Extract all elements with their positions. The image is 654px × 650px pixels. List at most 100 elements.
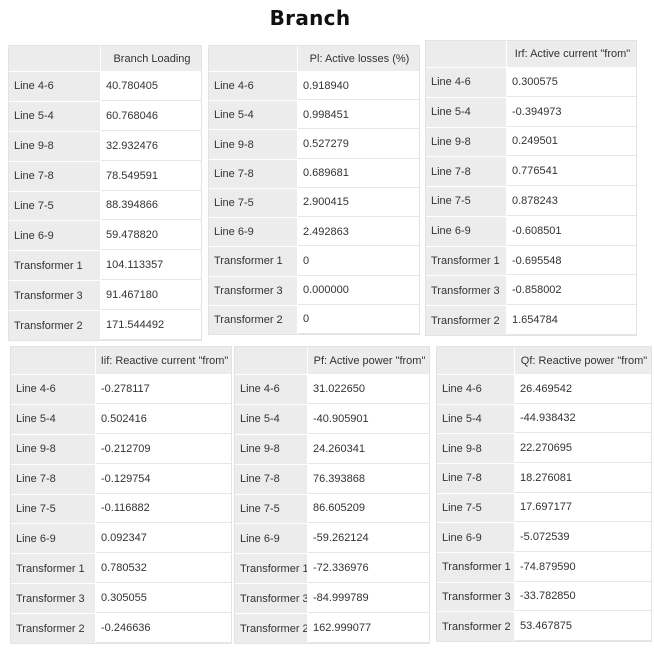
table-cell[interactable]: -74.879590 (515, 552, 651, 582)
table-cell[interactable]: -33.782850 (515, 582, 651, 612)
row-label: Line 4-6 (426, 68, 506, 97)
table-cell[interactable]: 0.776541 (507, 157, 636, 187)
row-label: Transformer 3 (437, 582, 514, 612)
row-label: Line 5-4 (437, 404, 514, 434)
table-cell[interactable]: -5.072539 (515, 523, 651, 552)
table-cell[interactable]: 171.544492 (101, 311, 201, 340)
table-cell[interactable]: 40.780405 (101, 72, 201, 101)
row-label: Line 7-5 (437, 493, 514, 523)
table-cell[interactable]: -72.336976 (308, 554, 429, 584)
table-cell[interactable]: 53.467875 (515, 612, 651, 641)
row-label: Line 9-8 (11, 434, 95, 464)
table-cell[interactable]: 0.780532 (96, 554, 231, 584)
row-label: Transformer 1 (9, 251, 100, 281)
row-label: Line 5-4 (9, 101, 100, 131)
table-cell[interactable]: 78.549591 (101, 161, 201, 191)
table-cell[interactable]: -84.999789 (308, 584, 429, 614)
row-label: Transformer 2 (11, 614, 95, 643)
table-cell[interactable]: 0.689681 (298, 159, 419, 188)
table-cell[interactable]: -40.905901 (308, 404, 429, 434)
row-label: Transformer 2 (426, 306, 506, 335)
row-label: Transformer 2 (235, 614, 307, 643)
table-cell[interactable]: -59.262124 (308, 524, 429, 554)
row-label: Transformer 1 (209, 247, 297, 276)
header-corner (11, 347, 95, 374)
table-cell[interactable]: 32.932476 (101, 131, 201, 161)
table-cell[interactable]: 0 (298, 305, 419, 334)
table-cell[interactable]: 0.878243 (507, 187, 636, 216)
row-label: Transformer 1 (426, 246, 506, 276)
row-label: Line 7-8 (437, 463, 514, 493)
row-label: Transformer 1 (11, 554, 95, 584)
table-reactive-power-from: Qf: Reactive power "from" Line 4-6 26.46… (436, 346, 652, 642)
row-label: Line 7-8 (235, 464, 307, 494)
row-label: Line 7-8 (426, 157, 506, 187)
row-label: Line 6-9 (209, 218, 297, 247)
table-cell[interactable]: 88.394866 (101, 191, 201, 221)
row-label: Line 6-9 (437, 523, 514, 552)
column-header[interactable]: Iif: Reactive current "from" (96, 347, 231, 374)
table-cell[interactable]: 2.492863 (298, 218, 419, 247)
table-cell[interactable]: 59.478820 (101, 221, 201, 251)
table-cell[interactable]: 22.270695 (515, 434, 651, 463)
table-cell[interactable]: 0 (298, 247, 419, 276)
table-cell[interactable]: 2.900415 (298, 188, 419, 218)
table-cell[interactable]: -0.858002 (507, 276, 636, 306)
column-header[interactable]: Irf: Active current "from" (507, 41, 636, 67)
table-cell[interactable]: -0.212709 (96, 434, 231, 464)
row-label: Line 4-6 (9, 72, 100, 101)
header-corner (426, 41, 506, 67)
column-header[interactable]: Branch Loading (101, 46, 201, 71)
column-header[interactable]: Pl: Active losses (%) (298, 46, 419, 71)
table-cell[interactable]: 0.998451 (298, 101, 419, 130)
table-cell[interactable]: -0.695548 (507, 246, 636, 276)
row-label: Line 7-5 (209, 188, 297, 218)
row-label: Line 9-8 (209, 130, 297, 159)
row-label: Transformer 2 (9, 311, 100, 340)
column-header[interactable]: Qf: Reactive power "from" (515, 347, 651, 374)
table-cell[interactable]: -0.246636 (96, 614, 231, 643)
row-label: Transformer 2 (437, 612, 514, 641)
row-label: Line 7-5 (235, 494, 307, 524)
table-cell[interactable]: 86.605209 (308, 494, 429, 524)
table-cell[interactable]: -44.938432 (515, 404, 651, 434)
table-cell[interactable]: -0.278117 (96, 375, 231, 404)
table-reactive-current-from: Iif: Reactive current "from" Line 4-6 -0… (10, 346, 232, 644)
table-cell[interactable]: 26.469542 (515, 375, 651, 404)
table-cell[interactable]: -0.608501 (507, 216, 636, 246)
column-header[interactable]: Pf: Active power "from" (308, 347, 429, 374)
table-cell[interactable]: -0.116882 (96, 494, 231, 524)
table-cell[interactable]: 60.768046 (101, 101, 201, 131)
table-branch-loading: Branch Loading Line 4-6 40.780405 Line 5… (8, 45, 202, 341)
table-cell[interactable]: 0.502416 (96, 404, 231, 434)
row-label: Line 6-9 (235, 524, 307, 554)
row-label: Line 4-6 (235, 375, 307, 404)
table-cell[interactable]: 0.092347 (96, 524, 231, 554)
row-label: Transformer 3 (209, 276, 297, 305)
table-cell[interactable]: 0.527279 (298, 130, 419, 159)
table-cell[interactable]: 104.113357 (101, 251, 201, 281)
table-cell[interactable]: 0.249501 (507, 127, 636, 157)
table-cell[interactable]: 31.022650 (308, 375, 429, 404)
table-cell[interactable]: 162.999077 (308, 614, 429, 643)
row-label: Line 9-8 (9, 131, 100, 161)
table-cell[interactable]: 0.305055 (96, 584, 231, 614)
table-cell[interactable]: 1.654784 (507, 306, 636, 335)
table-cell[interactable]: 0.000000 (298, 276, 419, 305)
row-label: Transformer 1 (235, 554, 307, 584)
table-cell[interactable]: 17.697177 (515, 493, 651, 523)
table-cell[interactable]: 0.918940 (298, 72, 419, 101)
table-cell[interactable]: 76.393868 (308, 464, 429, 494)
row-label: Line 7-5 (426, 187, 506, 216)
table-cell[interactable]: 91.467180 (101, 281, 201, 311)
row-label: Line 5-4 (11, 404, 95, 434)
table-cell[interactable]: 24.260341 (308, 434, 429, 464)
table-cell[interactable]: -0.394973 (507, 97, 636, 127)
header-corner (235, 347, 307, 374)
table-cell[interactable]: 18.276081 (515, 463, 651, 493)
row-label: Line 6-9 (9, 221, 100, 251)
row-label: Transformer 3 (426, 276, 506, 306)
row-label: Line 9-8 (437, 434, 514, 463)
table-cell[interactable]: 0.300575 (507, 68, 636, 97)
table-cell[interactable]: -0.129754 (96, 464, 231, 494)
